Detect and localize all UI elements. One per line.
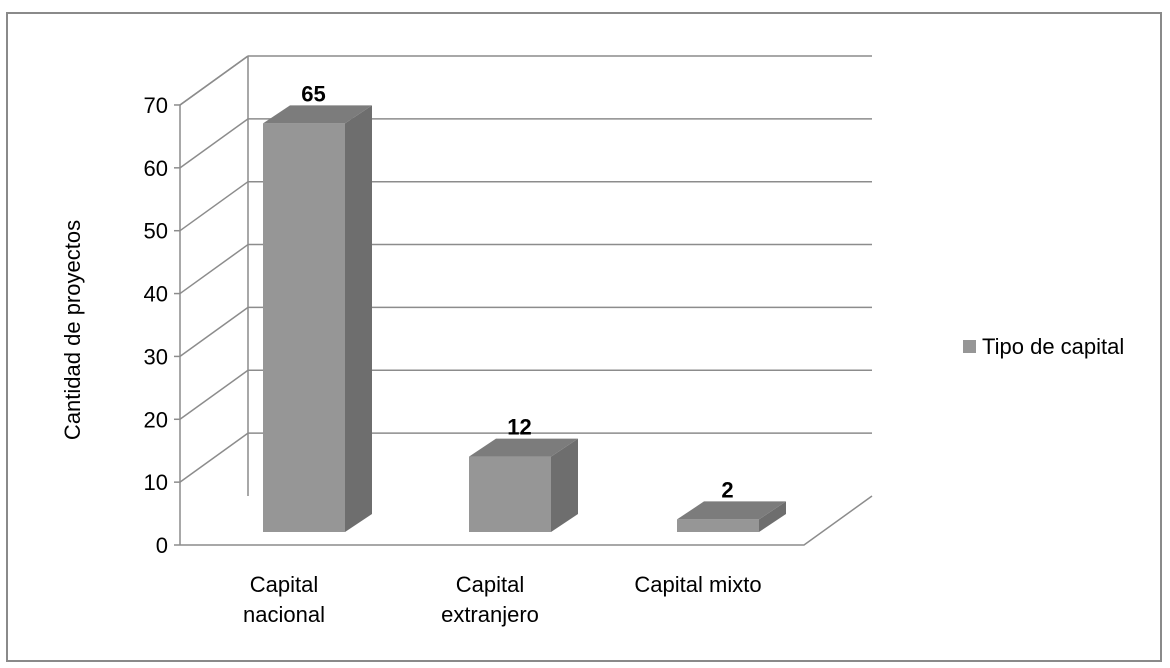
- legend-label: Tipo de capital: [982, 334, 1124, 359]
- x-axis-labels: Capital nacional Capital extranjero Capital …: [243, 572, 762, 627]
- chart-frame: [6, 12, 1162, 662]
- x-category-label: Capital extranjero: [441, 572, 539, 627]
- gridline-diagonal: [179, 181, 249, 232]
- x-category-label: Capital mixto: [634, 572, 761, 597]
- gridline-diagonal: [179, 55, 249, 106]
- gridline-diagonal: [179, 432, 249, 483]
- bar-front-face: [677, 519, 759, 532]
- bar-top-face: [469, 438, 578, 457]
- bar-front-face: [263, 123, 345, 532]
- data-label: 65: [301, 81, 325, 106]
- data-label: 2: [721, 477, 733, 502]
- data-labels: 65 12 2: [301, 81, 733, 502]
- y-axis-ticks: 0 10 20 30 40 50 60 70: [144, 93, 180, 558]
- y-tick-label: 50: [144, 219, 168, 244]
- bar-front-face: [469, 456, 551, 532]
- legend: Tipo de capital: [963, 334, 1124, 359]
- bar-side-face: [551, 438, 578, 532]
- y-tick-label: 20: [144, 407, 168, 432]
- floor-edge: [180, 495, 873, 546]
- y-tick-label: 10: [144, 470, 168, 495]
- y-tick-label: 0: [156, 533, 168, 558]
- bar-top-face: [677, 501, 786, 520]
- bars: [263, 105, 786, 532]
- bar-top-face: [263, 105, 372, 124]
- gridline-diagonal: [179, 243, 249, 295]
- bar-side-face: [759, 501, 786, 532]
- x-category-label: Capital nacional: [243, 572, 325, 627]
- gridline-diagonal: [179, 118, 249, 169]
- y-tick-label: 70: [144, 93, 168, 118]
- gridline-diagonal: [179, 369, 249, 420]
- legend-swatch: [963, 340, 976, 353]
- y-tick-label: 40: [144, 282, 168, 307]
- data-label: 12: [507, 415, 531, 440]
- y-tick-label: 30: [144, 344, 168, 369]
- gridline-diagonal: [179, 306, 249, 358]
- bar-side-face: [345, 105, 372, 532]
- y-axis-title: Cantidad de proyectos: [60, 220, 85, 440]
- y-tick-label: 60: [144, 156, 168, 181]
